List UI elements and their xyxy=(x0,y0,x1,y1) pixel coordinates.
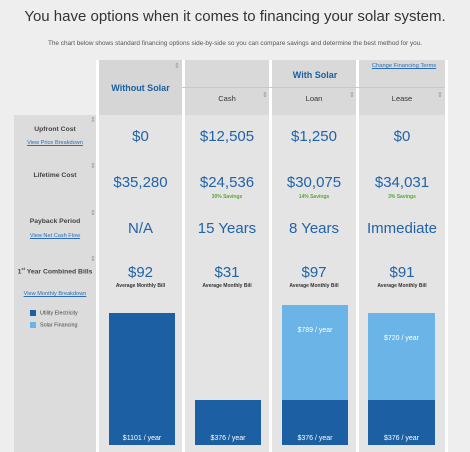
bar-label: $789 / year xyxy=(297,327,333,334)
payback-without: N/A xyxy=(127,220,153,237)
avg-bill-label: Average Monthly Bill xyxy=(289,283,339,289)
payback-period-label: Payback Period xyxy=(29,218,81,225)
first-year-bills-label: 1st Year Combined Bills xyxy=(14,264,96,276)
sort-icon[interactable]: ⇕ xyxy=(90,163,96,170)
header-divider xyxy=(182,87,445,88)
view-monthly-breakdown-link[interactable]: View Monthly Breakdown xyxy=(23,291,87,297)
tab-loan[interactable]: Loan xyxy=(305,94,323,103)
tab-lease[interactable]: Lease xyxy=(391,94,413,103)
upfront-loan: $1,250 xyxy=(291,128,337,145)
lifetime-cost-label: Lifetime Cost xyxy=(33,172,77,179)
bar-label: $376 / year xyxy=(297,434,333,442)
legend-swatch xyxy=(30,310,36,316)
tab-cash[interactable]: Cash xyxy=(218,94,236,103)
lifetime-lease: $34,031 xyxy=(374,174,430,191)
upfront-without: $0 xyxy=(132,128,149,145)
sort-icon[interactable]: ⇕ xyxy=(262,92,268,99)
bill-cash: $31 xyxy=(214,264,240,281)
lifetime-without: $35,280 xyxy=(113,174,168,191)
first-year-bills-text: Year Combined Bills xyxy=(26,268,93,276)
bill-loan: $97 xyxy=(301,264,327,281)
savings-loan: 14% Savings xyxy=(298,194,330,200)
bar-label: $1101 / year xyxy=(122,434,162,442)
lifetime-cash: $24,536 xyxy=(199,174,255,191)
column-divider xyxy=(269,60,272,452)
column-divider xyxy=(96,60,99,452)
avg-bill-label: Average Monthly Bill xyxy=(202,283,252,289)
page-subtitle: The chart below shows standard financing… xyxy=(47,40,423,47)
sort-icon[interactable]: ⇕ xyxy=(437,92,443,99)
column-divider xyxy=(445,60,448,452)
sort-icon[interactable]: ⇕ xyxy=(90,256,96,263)
legend-utility-label: Utility Electricity xyxy=(40,310,78,317)
bar-financing-loan: $789 / year xyxy=(282,305,348,400)
upfront-cash: $12,505 xyxy=(199,128,255,145)
bar-utility-cash: $376 / year xyxy=(195,399,261,445)
legend-swatch xyxy=(30,322,36,328)
upfront-lease: $0 xyxy=(393,128,411,145)
lifetime-loan: $30,075 xyxy=(286,174,342,191)
legend-financing: Solar Financing xyxy=(30,322,77,328)
legend-financing-label: Solar Financing xyxy=(40,322,78,329)
bar-utility-without: $1101 / year xyxy=(109,312,175,445)
column-divider xyxy=(356,60,359,452)
sort-icon[interactable]: ⇕ xyxy=(174,63,180,70)
bar-utility-lease: $376 / year xyxy=(368,399,435,445)
without-solar-header xyxy=(99,60,182,115)
cash-column xyxy=(185,60,269,452)
payback-loan: 8 Years xyxy=(288,220,340,237)
without-solar-label: Without Solar xyxy=(111,83,170,93)
savings-cash: 30% Savings xyxy=(211,194,243,200)
bar-label: $720 / year xyxy=(383,335,420,343)
column-divider xyxy=(182,60,185,452)
row-labels-column xyxy=(14,115,96,452)
bill-lease: $91 xyxy=(389,264,415,281)
payback-cash: 15 Years xyxy=(197,220,257,237)
change-financing-terms-link[interactable]: Change Financing Terms xyxy=(371,63,437,69)
savings-lease: 3% Savings xyxy=(388,194,416,200)
upfront-cost-label: Upfront Cost xyxy=(34,126,76,133)
view-net-cash-flow-link[interactable]: View Net Cash Flow xyxy=(29,233,81,239)
view-price-breakdown-link[interactable]: View Price Breakdown xyxy=(27,140,83,146)
legend-utility: Utility Electricity xyxy=(30,310,78,316)
avg-bill-label: Average Monthly Bill xyxy=(377,283,427,289)
sort-icon[interactable]: ⇕ xyxy=(90,117,96,124)
first-year-suffix: st xyxy=(21,266,25,271)
first-year-number: 1 xyxy=(17,268,22,276)
payback-lease: Immediate xyxy=(366,220,438,237)
bar-label: $376 / year xyxy=(210,434,246,442)
bar-financing-lease: $720 / year xyxy=(368,313,435,400)
bar-utility-loan: $376 / year xyxy=(282,399,348,445)
avg-bill-label: Average Monthly Bill xyxy=(115,283,166,289)
sort-icon[interactable]: ⇕ xyxy=(349,92,355,99)
with-solar-label: With Solar xyxy=(292,70,338,80)
page-title: You have options when it comes to financ… xyxy=(24,8,446,25)
sort-icon[interactable]: ⇕ xyxy=(90,210,96,217)
bill-without: $92 xyxy=(127,264,154,281)
bar-label: $376 / year xyxy=(383,434,420,442)
